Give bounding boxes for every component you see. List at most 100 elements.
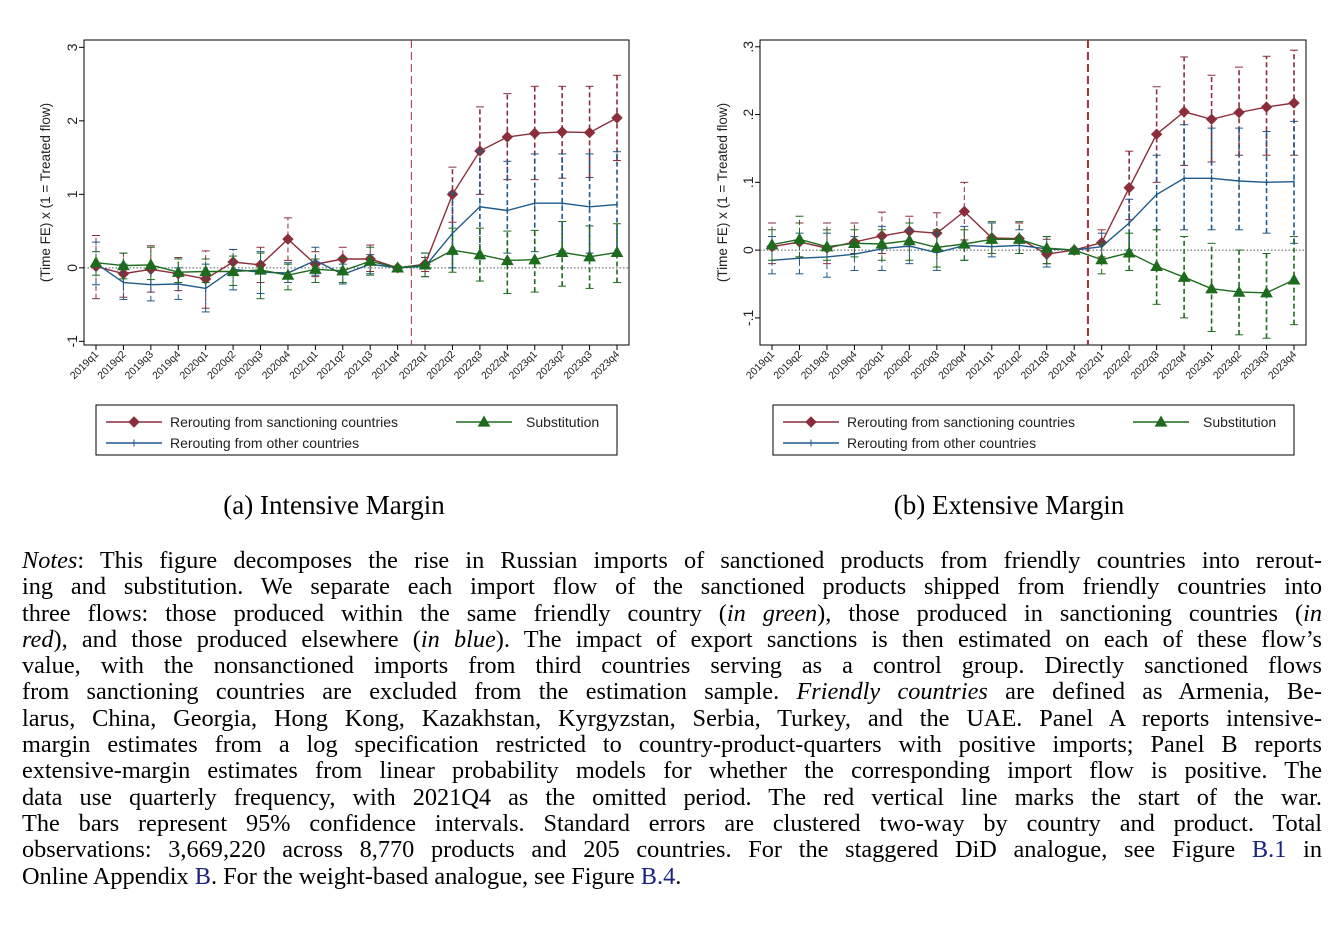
legend-marker-red [128,416,140,428]
series-line-red [95,117,618,280]
series-line-green [771,238,1295,294]
point-green [903,234,916,246]
point-green [930,240,944,253]
point-green [957,237,971,249]
legend-box [772,404,1295,456]
x-tick-label: 2019q4 [150,349,183,382]
plot-frame [759,39,1307,346]
appendix-link[interactable]: B.4 [640,862,676,890]
point-green [1232,285,1246,297]
series-line-blue [95,202,618,290]
point-red [556,126,568,138]
x-tick-label: 2023q2 [1211,349,1244,382]
point-green [171,265,185,277]
notes-line: Notes: This figure decomposes the rise i… [22,547,1322,574]
point-green [528,253,542,265]
x-tick-label: 2021q2 [991,349,1024,382]
y-axis-title: (Time FE) x (1 = Treated flow) [715,103,730,282]
notes-line: three flows: those produced within the s… [22,599,1322,627]
point-green [391,261,404,273]
notes-text: margin estimates from a log specificatio… [22,731,1322,759]
chart-intensive-margin: -1 0 1 2 3 (Time FE) x (1 = Treated flow) 2019… [38,39,630,456]
x-tick-label: 2020q1 [178,349,211,382]
x-tick-label: 2021q3 [342,349,375,382]
appendix-link[interactable]: B.1 [1251,836,1287,864]
x-tick-label: 2020q3 [232,349,265,382]
point-green [226,264,240,277]
point-red [958,205,971,218]
point-green [1260,286,1273,298]
legend-label-green: Substitution [526,414,599,430]
x-tick-label: 2020q4 [936,349,969,382]
x-tick-label: 2023q4 [1266,349,1299,382]
x-tick-label: 2020q2 [881,349,914,382]
x-tick-label: 2023q2 [534,349,567,382]
point-green [1122,246,1136,258]
legend-marker-green [477,415,491,427]
x-tick-label: 2019q2 [95,349,128,382]
notes-line: Online Appendix B. For the weight-based … [22,862,1322,890]
point-red [1123,182,1135,194]
point-green [1205,282,1218,294]
panel-extensive: -.1 0 .1 .2 .3 (Time FE) x (1 = Treated flow)… [670,0,1341,470]
point-red [583,126,596,139]
notes-text: observations: 3,669,220 across 8,770 pro… [22,836,1252,864]
point-green [555,245,569,258]
point-red [529,127,541,140]
notes-text: ). The impact of export sanctions is the… [495,625,1322,653]
notes-text: ing and substitution. We separate each i… [22,573,1322,601]
x-tick-label: 2022q3 [1128,349,1161,382]
y-tick-label: 3 [64,43,80,51]
x-tick-label: 2022q1 [1074,349,1107,382]
point-red [1150,128,1163,140]
notes-text: in blue [420,625,496,653]
notes-text: ), those produced in sanctioning countri… [817,599,1304,627]
point-green [446,243,459,255]
notes-text: value, with the nonsanctioned imports fr… [22,652,1322,680]
plot-frame [83,39,630,346]
notes-line: extensive-margin estimates from linear p… [22,758,1322,784]
x-tick-label: 2019q3 [799,349,832,382]
point-green [1177,270,1191,282]
y-tick-label: .3 [740,41,756,53]
point-green [309,262,322,274]
point-green [1040,241,1054,253]
x-tick-label: 2023q3 [1238,349,1271,382]
x-tick-label: 2019q1 [744,349,777,382]
notes-line: value, with the nonsanctioned imports fr… [22,653,1322,679]
x-tick-label: 2019q1 [68,349,101,382]
x-tick-label: 2020q4 [260,349,293,382]
legend-label-blue: Rerouting from other countries [847,435,1036,451]
appendix-link[interactable]: B [194,862,211,890]
notes-text: Online Appendix [22,862,195,890]
notes-text: The bars represent 95% confidence interv… [22,809,1322,837]
notes-text: from sanctioning countries are excluded … [22,678,797,706]
y-tick-label: 2 [64,117,80,125]
notes-line: ing and substitution. We separate each i… [22,574,1322,600]
point-red [611,112,623,124]
point-green [117,259,130,271]
legend-label-red: Rerouting from sanctioning countries [847,414,1075,430]
point-green [583,250,596,262]
caption-a: (a) Intensive Margin [223,490,445,520]
y-tick-label: 0 [64,264,80,272]
point-red [1233,106,1245,119]
y-tick-label: 1 [64,190,80,198]
x-tick-label: 2021q1 [287,349,320,382]
point-green [89,256,103,268]
point-green [820,240,834,252]
point-green [418,258,432,270]
legend-label-green: Substitution [1203,414,1276,430]
notes-line: from sanctioning countries are excluded … [22,679,1322,705]
x-tick-label: 2021q4 [369,349,402,382]
legend-label-red: Rerouting from sanctioning countries [170,414,398,430]
x-tick-label: 2020q2 [205,349,238,382]
notes-text: are defined as Armenia, Be- [987,678,1322,706]
x-tick-label: 2019q4 [826,349,859,382]
point-green [500,253,514,266]
notes-text: three flows: those produced within the s… [22,599,727,627]
x-tick-label: 2023q1 [507,349,540,382]
point-green [765,238,779,250]
point-green [848,236,861,248]
y-axis-title: (Time FE) x (1 = Treated flow) [38,103,53,282]
